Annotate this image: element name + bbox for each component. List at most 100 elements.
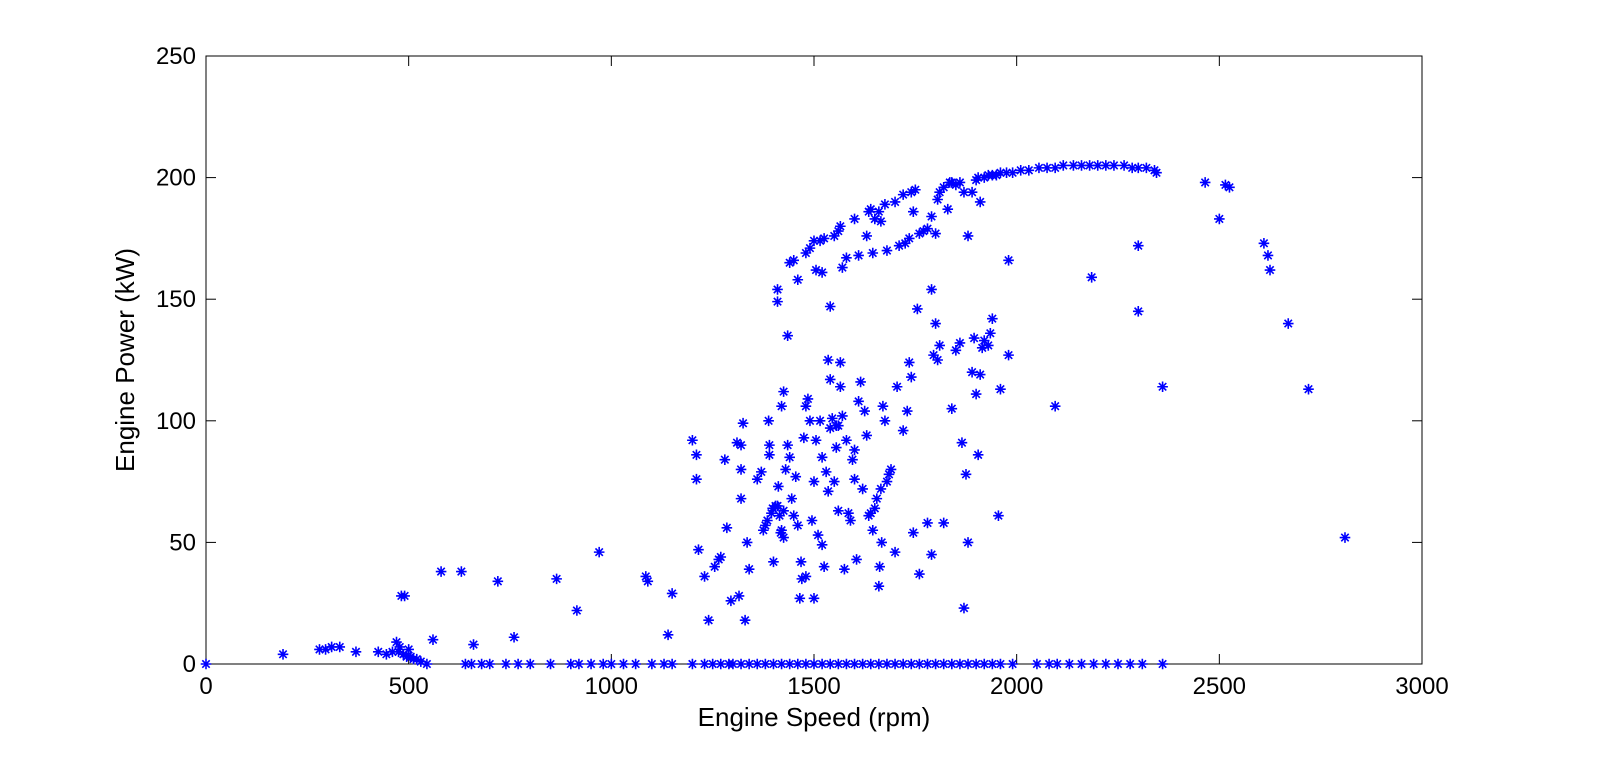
scatter-point: [879, 415, 891, 427]
scatter-point: [792, 520, 804, 531]
scatter-point: [932, 194, 943, 205]
scatter-point: [200, 658, 212, 670]
scatter-point: [889, 658, 901, 670]
scatter-point: [853, 396, 864, 407]
scatter-point: [1086, 272, 1097, 283]
scatter-point: [735, 439, 747, 451]
scatter-point: [764, 449, 775, 461]
scatter-point: [1137, 658, 1148, 670]
scatter-point: [776, 658, 787, 670]
scatter-point: [818, 561, 830, 573]
scatter-point: [978, 335, 990, 346]
scatter-point: [867, 524, 879, 536]
scatter-point: [435, 566, 447, 577]
scatter-point: [1132, 306, 1144, 317]
scatter-point: [1092, 160, 1104, 171]
scatter-point: [804, 415, 816, 427]
scatter-point: [875, 216, 887, 227]
scatter-point: [792, 658, 804, 670]
scatter-point: [1282, 318, 1294, 329]
scatter-point: [784, 658, 795, 670]
scatter-point: [826, 413, 838, 424]
scatter-point: [912, 303, 923, 315]
scatter-point: [735, 464, 747, 475]
scatter-point: [1214, 213, 1225, 225]
scatter-point: [849, 473, 860, 485]
scatter-point: [1258, 237, 1270, 249]
scatter-point: [1100, 160, 1112, 171]
tick-labels: 0 500 1000 1500 2000 2500 3000 0 50 100 150 200 250: [156, 43, 1449, 700]
scatter-point: [956, 437, 968, 448]
scatter-point: [456, 566, 467, 577]
scatter-point: [833, 225, 844, 237]
scatter-point: [893, 240, 905, 251]
scatter-point: [873, 206, 885, 217]
scatter-point: [795, 556, 807, 568]
scatter-point: [606, 658, 617, 670]
scatter-point: [1015, 165, 1027, 176]
scatter-point: [891, 381, 903, 393]
scatter-point: [942, 203, 954, 215]
scatter-point: [930, 658, 941, 670]
scatter-point: [411, 653, 423, 665]
y-tick-label: 150: [156, 286, 196, 313]
scatter-point: [1033, 162, 1045, 174]
scatter-point: [756, 466, 767, 478]
scatter-point: [833, 505, 844, 517]
scatter-point: [914, 568, 925, 580]
scatter-point: [839, 563, 850, 575]
scatter-point: [841, 434, 852, 446]
scatter-point: [849, 213, 860, 225]
scatter-point: [773, 481, 784, 492]
scatter-point: [974, 369, 986, 380]
scatter-point: [733, 590, 745, 602]
scatter-point: [784, 257, 795, 269]
y-tick-label: 250: [156, 43, 196, 70]
scatter-point: [865, 203, 877, 215]
scatter-point: [835, 381, 846, 393]
scatter-point: [798, 432, 810, 444]
y-axis-label: Engine Power (kW): [110, 248, 140, 472]
scatter-point: [788, 510, 800, 521]
scatter-point: [843, 507, 854, 519]
scatter-point: [320, 644, 331, 655]
scatter-point: [802, 393, 814, 405]
scatter-point: [508, 631, 520, 643]
scatter-point: [735, 658, 747, 670]
scatter-point: [853, 250, 864, 261]
scatter-point: [845, 515, 856, 526]
scatter-point: [691, 449, 702, 461]
scatter-point: [1108, 160, 1120, 171]
scatter-point: [970, 658, 982, 670]
scatter-point: [737, 417, 749, 429]
scatter-point: [899, 237, 911, 249]
scatter-point: [910, 184, 921, 196]
scatter-point: [597, 658, 609, 670]
scatter-point: [903, 357, 915, 368]
scatter-point: [739, 614, 751, 626]
scatter-point: [800, 400, 812, 412]
scatter-point: [618, 658, 629, 670]
scatter-point: [1151, 167, 1162, 179]
scatter-point: [512, 658, 524, 670]
scatter-point: [640, 571, 652, 582]
scatter-point: [972, 172, 984, 183]
scatter-point: [824, 301, 836, 312]
scatter-point: [693, 544, 704, 555]
scatter-point: [1224, 182, 1235, 193]
scatter-point: [1041, 162, 1053, 174]
scatter-point: [699, 571, 710, 582]
scatter-point: [926, 284, 937, 295]
scatter-point: [808, 235, 820, 247]
scatter-point: [393, 646, 404, 658]
scatter-point: [1199, 177, 1211, 188]
scatter-point: [808, 658, 820, 670]
scatter-point: [835, 220, 846, 232]
scatter-point: [847, 454, 858, 466]
scatter-point: [849, 444, 860, 456]
scatter-point: [372, 646, 384, 658]
scatter-point: [381, 648, 392, 660]
scatter-point: [387, 646, 398, 658]
scatter-point: [804, 242, 816, 254]
